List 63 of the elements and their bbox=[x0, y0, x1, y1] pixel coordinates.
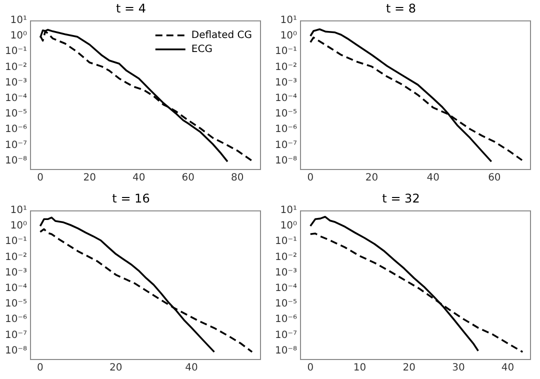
y-tick-label: 10⁻⁷ bbox=[4, 330, 28, 341]
x-tick-label: 40 bbox=[132, 172, 146, 184]
legend-label: ECG bbox=[191, 44, 212, 55]
y-tick-label: 10⁻⁵ bbox=[274, 298, 298, 310]
chart-title: t = 4 bbox=[116, 1, 146, 16]
x-tick-label: 20 bbox=[110, 362, 122, 374]
y-tick-label: 10⁻¹ bbox=[4, 46, 28, 58]
y-tick-label: 10⁻⁴ bbox=[274, 93, 298, 104]
y-tick-label: 10⁰ bbox=[280, 30, 298, 42]
y-tick-label: 10⁻⁶ bbox=[4, 124, 28, 136]
x-tick-label: 0 bbox=[307, 172, 314, 184]
y-tick-label: 10⁻³ bbox=[274, 267, 298, 278]
x-tick-label: 20 bbox=[402, 362, 416, 374]
x-tick-label: 80 bbox=[230, 172, 244, 184]
x-tick-label: 60 bbox=[488, 172, 501, 184]
y-tick-label: 10⁻¹ bbox=[274, 46, 298, 58]
y-tick-label: 10⁻⁸ bbox=[274, 345, 298, 356]
y-tick-label: 10⁻⁸ bbox=[4, 155, 28, 166]
y-tick-label: 10⁰ bbox=[10, 220, 28, 232]
y-tick-label: 10⁻³ bbox=[4, 77, 28, 88]
y-tick-label: 10⁻⁵ bbox=[4, 108, 28, 120]
y-tick-label: 10¹ bbox=[10, 204, 28, 216]
y-tick-label: 10⁻³ bbox=[274, 77, 298, 88]
y-tick-label: 10⁻⁵ bbox=[274, 108, 298, 120]
y-tick-label: 10⁻² bbox=[4, 62, 28, 73]
x-tick-label: 10 bbox=[353, 362, 366, 374]
y-tick-label: 10⁻⁴ bbox=[274, 283, 298, 294]
x-tick-label: 30 bbox=[452, 362, 465, 374]
chart-title: t = 16 bbox=[112, 191, 150, 206]
x-tick-label: 20 bbox=[83, 172, 96, 184]
y-tick-label: 10¹ bbox=[280, 204, 298, 216]
y-tick-label: 10⁻⁶ bbox=[274, 124, 298, 136]
y-tick-label: 10⁻⁷ bbox=[274, 330, 298, 341]
legend-label: Deflated CG bbox=[191, 30, 252, 41]
y-tick-label: 10⁻⁶ bbox=[274, 314, 298, 326]
x-tick-label: 0 bbox=[37, 172, 44, 184]
y-tick-label: 10⁻³ bbox=[4, 267, 28, 278]
y-tick-label: 10⁻⁷ bbox=[4, 140, 28, 151]
x-tick-label: 40 bbox=[501, 362, 514, 374]
y-tick-label: 10⁻² bbox=[4, 252, 28, 263]
y-tick-label: 10⁻¹ bbox=[274, 236, 298, 248]
y-tick-label: 10⁻² bbox=[274, 62, 298, 73]
y-tick-label: 10⁰ bbox=[280, 220, 298, 232]
y-tick-label: 10⁻⁸ bbox=[274, 155, 298, 166]
y-tick-label: 10⁻² bbox=[274, 252, 298, 263]
y-tick-label: 10⁻¹ bbox=[4, 236, 28, 248]
y-tick-label: 10¹ bbox=[10, 14, 28, 26]
x-tick-label: 40 bbox=[426, 172, 440, 184]
y-tick-label: 10⁻⁴ bbox=[4, 283, 28, 294]
y-tick-label: 10⁰ bbox=[10, 30, 28, 42]
y-tick-label: 10⁻⁸ bbox=[4, 345, 28, 356]
x-tick-label: 60 bbox=[182, 172, 194, 184]
y-tick-label: 10⁻⁴ bbox=[4, 93, 28, 104]
y-tick-label: 10¹ bbox=[280, 14, 298, 26]
y-tick-label: 10⁻⁵ bbox=[4, 298, 28, 310]
x-tick-label: 0 bbox=[307, 362, 314, 374]
y-tick-label: 10⁻⁶ bbox=[4, 314, 28, 326]
y-tick-label: 10⁻⁷ bbox=[274, 140, 298, 151]
chart-title: t = 32 bbox=[382, 191, 420, 206]
x-tick-label: 40 bbox=[185, 362, 198, 374]
chart-title: t = 8 bbox=[386, 1, 416, 16]
x-tick-label: 0 bbox=[37, 362, 44, 374]
x-tick-label: 20 bbox=[365, 172, 378, 184]
